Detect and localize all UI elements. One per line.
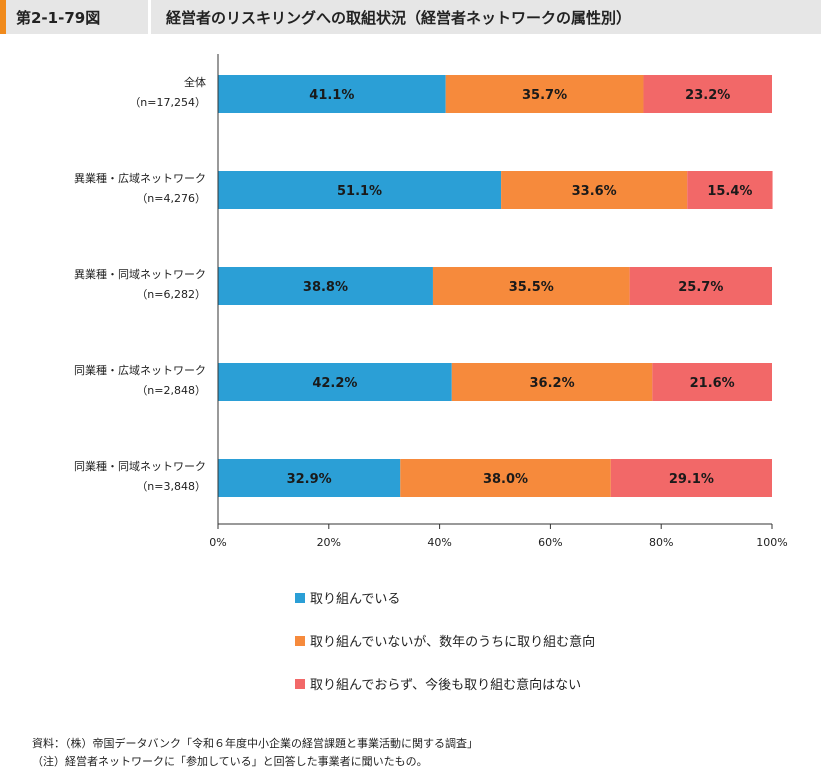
category-label-2: 異業種・広域ネットワーク bbox=[74, 171, 206, 185]
data-label-1-2: 35.7% bbox=[522, 88, 567, 103]
data-label-4-2: 36.2% bbox=[530, 376, 575, 391]
header-separator bbox=[148, 0, 151, 34]
bar-2-series-2 bbox=[501, 171, 688, 209]
legend-item-3: 取り組んでおらず、今後も取り組む意向はない bbox=[295, 674, 581, 693]
data-label-2-3: 15.4% bbox=[707, 184, 752, 199]
bar-3-series-3 bbox=[629, 267, 772, 305]
bar-4-series-1 bbox=[218, 363, 452, 401]
x-tick-label-5: 100% bbox=[756, 536, 787, 549]
category-n-5: （n=3,848） bbox=[136, 480, 206, 493]
x-tick-label-3: 60% bbox=[538, 536, 562, 549]
category-n-1: （n=17,254） bbox=[129, 96, 206, 109]
data-label-5-3: 29.1% bbox=[669, 472, 714, 487]
bar-5-series-1 bbox=[218, 459, 401, 497]
bar-2-series-3 bbox=[687, 171, 773, 209]
category-label-5: 同業種・同域ネットワーク bbox=[74, 459, 206, 473]
legend-item-2: 取り組んでいないが、数年のうちに取り組む意向 bbox=[295, 631, 595, 650]
bar-1-series-2 bbox=[445, 75, 644, 113]
data-label-3-3: 25.7% bbox=[678, 280, 723, 295]
legend-swatch-2 bbox=[295, 635, 305, 646]
bar-3-series-2 bbox=[432, 267, 630, 305]
x-tick-label-0: 0% bbox=[209, 536, 226, 549]
bar-2-series-1 bbox=[218, 171, 502, 209]
legend-swatch-1 bbox=[295, 592, 305, 603]
data-label-1-1: 41.1% bbox=[309, 88, 354, 103]
bar-3-series-1 bbox=[218, 267, 433, 305]
legend-label-3: 取り組んでおらず、今後も取り組む意向はない bbox=[310, 678, 582, 693]
data-label-5-1: 32.9% bbox=[287, 472, 332, 487]
stacked-bar-chart: 41.1% 35.7% 23.2% 全体 （n=17,254） 51.1% 33.6% 15.… bbox=[74, 54, 788, 549]
data-label-2-2: 33.6% bbox=[572, 184, 617, 199]
data-label-3-2: 35.5% bbox=[509, 280, 554, 295]
bar-5-series-2 bbox=[400, 459, 611, 497]
category-label-4: 同業種・広域ネットワーク bbox=[74, 363, 206, 377]
category-n-4: （n=2,848） bbox=[136, 384, 206, 397]
category-label-3: 異業種・同域ネットワーク bbox=[74, 267, 206, 281]
figure-title: 経営者のリスキリングへの取組状況（経営者ネットワークの属性別） bbox=[166, 9, 632, 27]
data-label-1-3: 23.2% bbox=[685, 88, 730, 103]
data-label-2-1: 51.1% bbox=[337, 184, 382, 199]
legend-label-1: 取り組んでいる bbox=[310, 592, 401, 607]
bar-5-series-3 bbox=[610, 459, 772, 497]
header-accent-bar bbox=[0, 0, 6, 34]
x-tick-label-2: 40% bbox=[427, 536, 451, 549]
legend-swatch-3 bbox=[295, 678, 305, 689]
category-label-1: 全体 bbox=[184, 75, 206, 89]
bar-4-series-3 bbox=[652, 363, 772, 401]
bar-1-series-1 bbox=[218, 75, 446, 113]
data-label-5-2: 38.0% bbox=[483, 472, 528, 487]
legend-item-1: 取り組んでいる bbox=[295, 588, 400, 607]
category-n-3: （n=6,282） bbox=[136, 288, 206, 301]
source-note: 資料：（株）帝国データバンク「令和６年度中小企業の経営課題と事業活動に関する調査… bbox=[32, 737, 479, 750]
x-tick-label-4: 80% bbox=[649, 536, 673, 549]
data-label-4-3: 21.6% bbox=[690, 376, 735, 391]
data-label-3-1: 38.8% bbox=[303, 280, 348, 295]
category-n-2: （n=4,276） bbox=[136, 192, 206, 205]
figure-number: 第2-1-79図 bbox=[16, 9, 101, 27]
bar-4-series-2 bbox=[451, 363, 653, 401]
data-label-4-1: 42.2% bbox=[312, 376, 357, 391]
figure-header: 第2-1-79図 経営者のリスキリングへの取組状況（経営者ネットワークの属性別） bbox=[0, 0, 821, 34]
chart-notes: 資料：（株）帝国データバンク「令和６年度中小企業の経営課題と事業活動に関する調査… bbox=[32, 735, 478, 771]
bar-1-series-3 bbox=[643, 75, 772, 113]
legend-label-2: 取り組んでいないが、数年のうちに取り組む意向 bbox=[310, 635, 596, 650]
footnote: （注）経営者ネットワークに「参加している」と回答した事業者に聞いたもの。 bbox=[32, 755, 428, 768]
x-tick-label-1: 20% bbox=[317, 536, 341, 549]
